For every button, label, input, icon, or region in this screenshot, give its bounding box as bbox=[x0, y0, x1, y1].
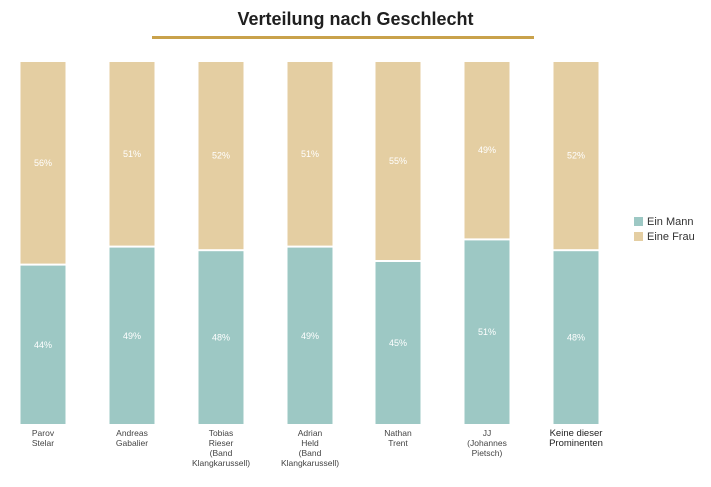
data-label-ein-mann: 49% bbox=[123, 331, 141, 341]
legend-item-ein-mann: Ein Mann bbox=[634, 214, 695, 229]
bar-eine-frau bbox=[198, 62, 244, 250]
chart-title: Verteilung nach Geschlecht bbox=[237, 9, 474, 29]
data-label-ein-mann: 45% bbox=[389, 338, 407, 348]
bar-ein-mann bbox=[375, 262, 421, 424]
bar-eine-frau bbox=[464, 62, 510, 239]
category-label: Tobias Rieser (Band Klangkarussell) bbox=[192, 428, 250, 468]
category-label: JJ (Johannes Pietsch) bbox=[467, 428, 507, 458]
category-label: Nathan Trent bbox=[384, 428, 412, 448]
data-label-ein-mann: 51% bbox=[478, 327, 496, 337]
legend: Ein Mann Eine Frau bbox=[634, 214, 695, 244]
data-label-ein-mann: 48% bbox=[567, 333, 585, 343]
bar-eine-frau bbox=[287, 62, 333, 246]
bar-eine-frau bbox=[553, 62, 599, 250]
data-label-eine-frau: 55% bbox=[389, 156, 407, 166]
data-label-eine-frau: 51% bbox=[301, 149, 319, 159]
data-label-eine-frau: 56% bbox=[34, 158, 52, 168]
legend-swatch-ein-mann bbox=[634, 217, 643, 226]
category-label: Andreas Gabalier bbox=[116, 428, 148, 448]
data-label-eine-frau: 49% bbox=[478, 145, 496, 155]
bar-ein-mann bbox=[464, 240, 510, 424]
bar-ein-mann bbox=[109, 247, 155, 424]
data-label-eine-frau: 51% bbox=[123, 149, 141, 159]
data-label-ein-mann: 48% bbox=[212, 333, 230, 343]
data-label-ein-mann: 44% bbox=[34, 340, 52, 350]
data-label-ein-mann: 49% bbox=[301, 331, 319, 341]
legend-label-eine-frau: Eine Frau bbox=[647, 230, 695, 243]
bar-ein-mann bbox=[20, 265, 66, 424]
data-label-eine-frau: 52% bbox=[567, 151, 585, 161]
data-label-eine-frau: 52% bbox=[212, 151, 230, 161]
title-underline bbox=[152, 36, 534, 39]
category-label: Keine dieser Prominenten bbox=[549, 428, 603, 449]
bar-ein-mann bbox=[287, 247, 333, 424]
legend-swatch-eine-frau bbox=[634, 232, 643, 241]
category-label: Parov Stelar bbox=[32, 428, 55, 448]
bar-eine-frau bbox=[20, 62, 66, 264]
bar-ein-mann bbox=[553, 251, 599, 424]
category-label: Adrian Held (Band Klangkarussell) bbox=[281, 428, 339, 468]
legend-item-eine-frau: Eine Frau bbox=[634, 229, 695, 244]
bar-eine-frau bbox=[109, 62, 155, 246]
legend-label-ein-mann: Ein Mann bbox=[647, 215, 694, 228]
bar-ein-mann bbox=[198, 251, 244, 424]
bar-eine-frau bbox=[375, 62, 421, 260]
